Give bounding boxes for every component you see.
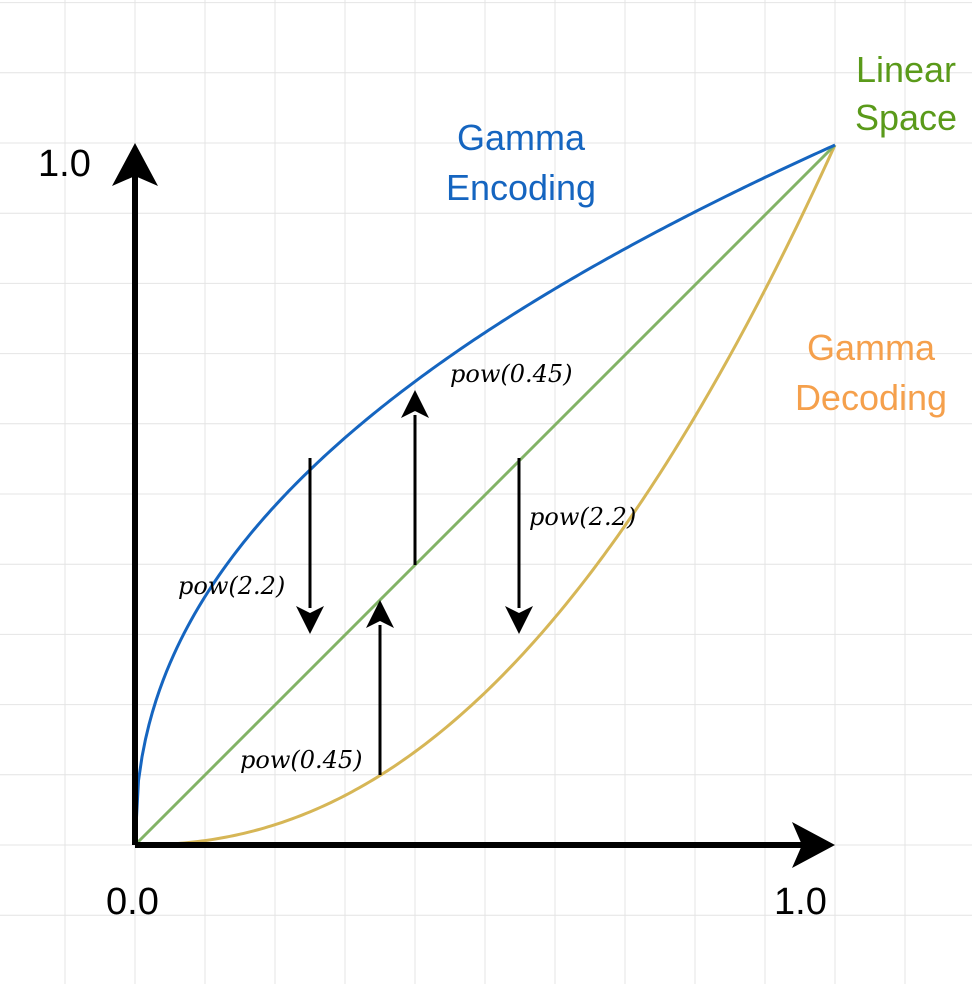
y-axis-max-label: 1.0: [38, 143, 91, 185]
gamma-encoding-label-line1: Gamma: [457, 117, 586, 158]
op-label-top-up: pow(0.45): [450, 360, 573, 388]
op-label-left-down: pow(2.2): [178, 572, 285, 600]
gamma-encoding-label-line2: Encoding: [446, 167, 596, 208]
y-axis: [112, 143, 158, 845]
op-label-bottom-up: pow(0.45): [240, 746, 363, 774]
x-axis-max-label: 1.0: [774, 881, 827, 923]
arrow-up-decoding-to-linear: [366, 600, 394, 775]
gamma-decoding-label-line1: Gamma: [807, 327, 936, 368]
x-axis: [135, 822, 835, 868]
gamma-decoding-curve: [134, 144, 837, 847]
x-axis-min-label: 0.0: [106, 881, 159, 923]
arrow-down-linear-to-decoding: [505, 458, 533, 634]
linear-space-label-line2: Space: [855, 97, 957, 138]
gamma-decoding-label-line2: Decoding: [795, 377, 947, 418]
linear-space-line: [133, 143, 837, 847]
arrow-down-encoding-to-linear: [296, 458, 324, 634]
linear-space-label-line1: Linear: [856, 49, 956, 90]
op-label-right-down: pow(2.2): [529, 503, 636, 531]
y-axis-arrowhead: [112, 143, 158, 186]
arrow-up-linear-to-encoding: [401, 390, 429, 565]
gamma-encoding-curve: [133, 143, 836, 846]
x-axis-arrowhead: [792, 822, 835, 868]
